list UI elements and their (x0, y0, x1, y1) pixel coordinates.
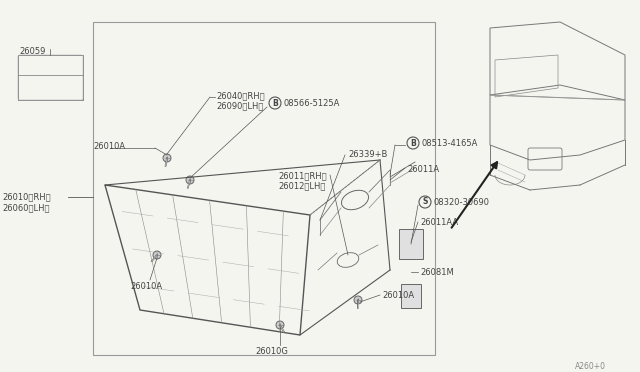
Text: 08513-4165A: 08513-4165A (422, 139, 478, 148)
Text: 08566-5125A: 08566-5125A (284, 99, 340, 108)
Text: 26010〈RH〉: 26010〈RH〉 (2, 192, 51, 201)
Text: S: S (422, 198, 428, 206)
Text: 26011〈RH〉: 26011〈RH〉 (278, 171, 326, 180)
Text: 26010A: 26010A (93, 142, 125, 151)
Text: 08320-30690: 08320-30690 (434, 198, 490, 207)
Bar (93, 22, 435, 355)
Text: 26011AA: 26011AA (420, 218, 458, 227)
Text: 26010A: 26010A (130, 282, 162, 291)
Text: 26011A: 26011A (407, 165, 439, 174)
Text: 26012〈LH〉: 26012〈LH〉 (278, 181, 325, 190)
Circle shape (354, 296, 362, 304)
Circle shape (186, 176, 194, 184)
Text: 26010A: 26010A (382, 291, 414, 300)
Circle shape (153, 251, 161, 259)
Circle shape (276, 321, 284, 329)
Text: 26339+B: 26339+B (348, 150, 387, 159)
Text: 26090〈LH〉: 26090〈LH〉 (216, 101, 264, 110)
Text: 26060〈LH〉: 26060〈LH〉 (2, 203, 49, 212)
Text: B: B (272, 99, 278, 108)
Bar (18, 55, 83, 100)
Text: 26010G: 26010G (255, 347, 288, 356)
FancyBboxPatch shape (399, 229, 423, 259)
Text: 26040〈RH〉: 26040〈RH〉 (216, 91, 264, 100)
Circle shape (163, 154, 171, 162)
Text: A260+0: A260+0 (575, 362, 606, 371)
Text: 26059: 26059 (19, 47, 45, 56)
FancyBboxPatch shape (401, 284, 421, 308)
Text: B: B (410, 138, 416, 148)
Text: 26081M: 26081M (420, 268, 454, 277)
